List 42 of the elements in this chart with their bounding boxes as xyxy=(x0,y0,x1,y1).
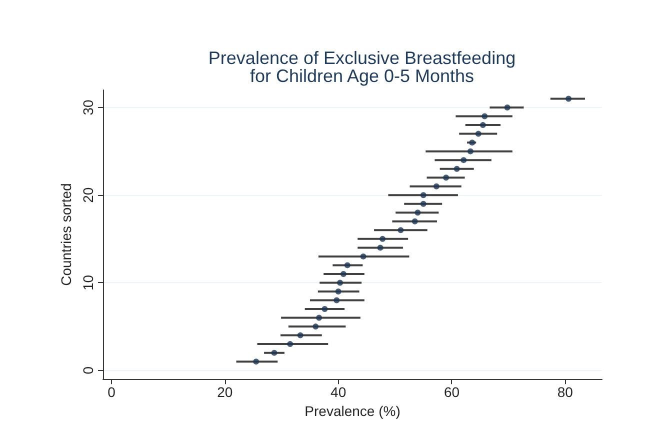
point xyxy=(377,244,384,251)
point xyxy=(337,280,344,286)
point xyxy=(322,306,328,312)
point xyxy=(454,166,460,172)
point xyxy=(312,324,319,330)
point xyxy=(335,288,342,294)
y-tick-label: 20 xyxy=(80,187,96,203)
x-tick-label: 20 xyxy=(217,384,233,400)
chart-title: Prevalence of Exclusive Breastfeeding for Children Age 0-5 Months xyxy=(208,48,516,86)
point xyxy=(420,200,426,207)
point xyxy=(398,227,404,234)
y-tick-label: 30 xyxy=(80,100,96,116)
y-axis-title: Countries sorted xyxy=(58,183,74,286)
point xyxy=(344,262,350,268)
point xyxy=(412,218,418,224)
point xyxy=(467,148,474,154)
point xyxy=(460,157,467,164)
point xyxy=(414,210,421,216)
point xyxy=(334,297,340,304)
point xyxy=(566,96,572,102)
point xyxy=(380,236,386,242)
point xyxy=(443,174,450,181)
point xyxy=(360,253,366,260)
point xyxy=(316,314,322,321)
point xyxy=(420,192,426,198)
point xyxy=(287,341,294,348)
point xyxy=(297,332,304,338)
point xyxy=(253,358,260,365)
x-tick-label: 0 xyxy=(108,384,116,400)
y-tick-label: 10 xyxy=(80,274,96,291)
point xyxy=(475,130,482,137)
x-tick-label: 40 xyxy=(330,384,346,400)
x-tick-label: 80 xyxy=(557,384,574,400)
point xyxy=(504,104,510,111)
y-tick-label: 0 xyxy=(80,366,96,374)
point xyxy=(480,122,486,128)
x-axis-title: Prevalence (%) xyxy=(304,403,400,419)
x-tick-label: 60 xyxy=(444,384,460,400)
point xyxy=(482,113,488,120)
point xyxy=(271,350,278,356)
point xyxy=(433,183,440,190)
point xyxy=(340,270,346,277)
